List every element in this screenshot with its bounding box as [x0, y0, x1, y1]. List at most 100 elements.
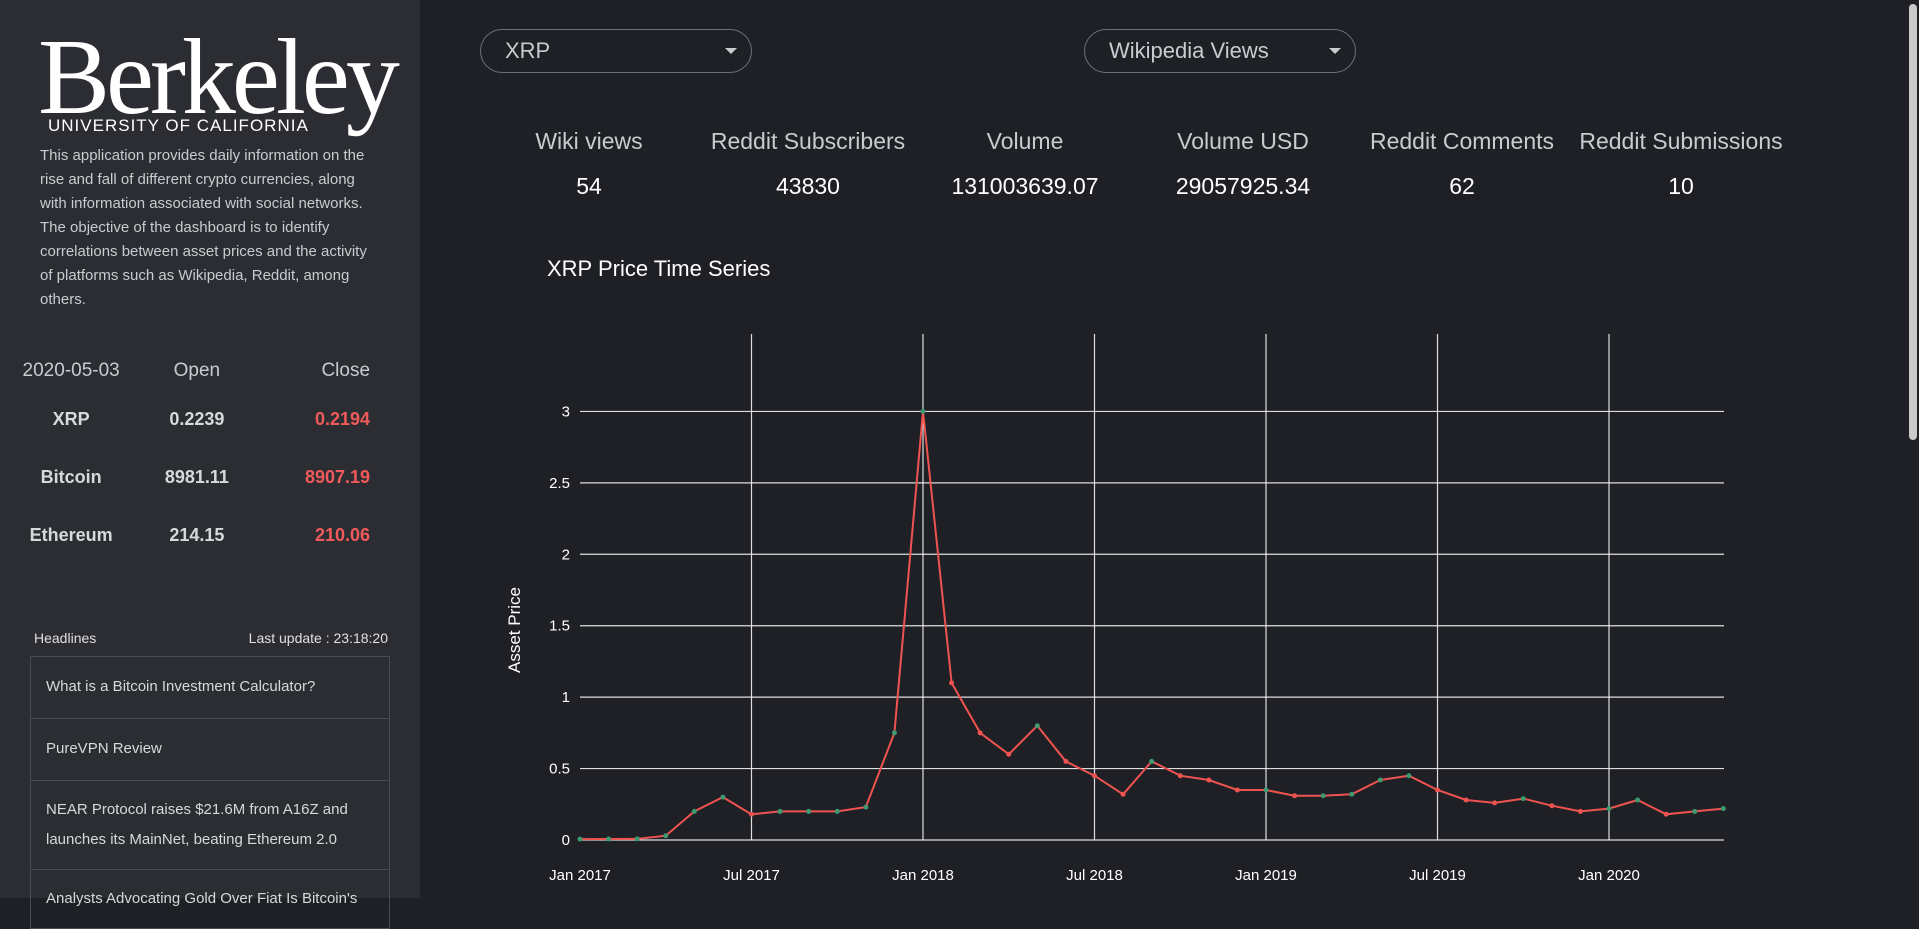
headline-item[interactable]: Analysts Advocating Gold Over Fiat Is Bi…: [31, 870, 389, 929]
price-point: [1206, 777, 1212, 783]
stat-value: 54: [576, 173, 602, 199]
price-point: [1463, 797, 1469, 803]
price-point: [806, 808, 812, 814]
stat-value: 10: [1668, 173, 1694, 199]
stat-value: 62: [1449, 173, 1475, 199]
y-tick-label: 2: [562, 546, 570, 563]
price-point: [977, 730, 983, 736]
y-tick-label: 2.5: [549, 475, 570, 492]
price-table-header: 2020-05-03 Open Close: [0, 360, 400, 390]
x-tick-label: Jan 2020: [1578, 867, 1640, 884]
price-point: [634, 836, 640, 842]
price-point: [720, 794, 726, 800]
price-point: [1377, 777, 1383, 783]
open-value: 8981.11: [164, 466, 229, 487]
price-point: [1635, 797, 1641, 803]
price-point: [891, 730, 897, 736]
price-point: [1120, 791, 1126, 797]
open-header: Open: [173, 360, 221, 381]
chart-title: XRP Price Time Series: [547, 256, 771, 281]
headlines-list: What is a Bitcoin Investment Calculator?…: [30, 656, 390, 929]
headlines-title: Headlines: [34, 630, 97, 646]
price-table: 2020-05-03 Open Close XRP 0.2239 0.2194 …: [0, 360, 400, 564]
price-row-xrp: XRP 0.2239 0.2194: [0, 390, 400, 448]
price-point: [1349, 791, 1355, 797]
price-point: [749, 811, 754, 817]
open-value: 214.15: [169, 524, 225, 545]
price-point: [1063, 758, 1069, 764]
price-point: [1006, 751, 1012, 757]
stat-wiki-views: Wiki views 54: [479, 128, 699, 200]
price-point: [920, 408, 926, 414]
stat-label: Reddit Subscribers: [710, 128, 906, 154]
x-tick-label: Jan 2018: [892, 867, 954, 884]
stat-label: Volume USD: [1177, 128, 1309, 154]
price-point: [1177, 773, 1183, 779]
price-point: [863, 804, 869, 810]
x-tick-label: Jul 2017: [723, 867, 780, 884]
stat-value: 29057925.34: [1175, 173, 1311, 199]
stat-reddit-submissions: Reddit Submissions 10: [1571, 128, 1791, 200]
close-value: 210.06: [314, 524, 371, 545]
berkeley-logo: Berkeley: [38, 18, 400, 137]
price-point: [1520, 796, 1526, 802]
asset-name: Bitcoin: [40, 466, 102, 487]
berkeley-logo-subtitle: UNIVERSITY OF CALIFORNIA: [48, 116, 309, 135]
stat-label: Reddit Comments: [1369, 128, 1555, 154]
metric-dropdown-value: Wikipedia Views: [1109, 38, 1269, 63]
price-point: [1692, 808, 1698, 814]
price-point: [1263, 787, 1269, 793]
price-point: [577, 836, 583, 842]
price-date: 2020-05-03: [22, 360, 120, 381]
price-point: [1234, 787, 1240, 793]
price-point: [1320, 793, 1326, 799]
asset-dropdown[interactable]: XRP: [480, 29, 752, 73]
metric-dropdown[interactable]: Wikipedia Views: [1084, 29, 1356, 73]
stat-volume-usd: Volume USD 29057925.34: [1133, 128, 1353, 200]
y-tick-label: 1.5: [549, 618, 570, 635]
stat-value: 43830: [776, 173, 840, 199]
price-point: [1149, 758, 1155, 764]
scrollbar-thumb[interactable]: [1909, 4, 1917, 440]
price-point: [1720, 806, 1726, 812]
stat-label: Volume: [986, 128, 1064, 154]
close-value: 0.2194: [314, 408, 371, 429]
asset-name: Ethereum: [29, 524, 113, 545]
price-point: [1092, 773, 1097, 779]
price-point: [1492, 800, 1498, 806]
close-header: Close: [321, 360, 371, 381]
x-tick-label: Jan 2019: [1235, 867, 1297, 884]
price-row-bitcoin: Bitcoin 8981.11 8907.19: [0, 448, 400, 506]
price-point: [1577, 808, 1583, 814]
price-point: [606, 836, 612, 842]
price-point: [834, 808, 840, 814]
price-point: [1034, 723, 1040, 729]
stat-label: Reddit Submissions: [1579, 128, 1783, 154]
price-point: [1606, 806, 1612, 812]
price-point: [777, 808, 783, 814]
stat-reddit-subscribers: Reddit Subscribers 43830: [698, 128, 918, 200]
close-value: 8907.19: [304, 466, 371, 487]
price-row-ethereum: Ethereum 214.15 210.06: [0, 506, 400, 564]
price-point: [1663, 811, 1669, 817]
stat-value: 131003639.07: [951, 173, 1099, 199]
price-point: [1292, 793, 1298, 799]
page-scrollbar[interactable]: [1907, 0, 1919, 898]
app-description: This application provides daily informat…: [40, 147, 367, 308]
headline-item[interactable]: NEAR Protocol raises $21.6M from A16Z an…: [31, 781, 389, 870]
price-chart[interactable]: 0 0.5 1 1.5 2 2.5 3 Jan 2017 Jul 2017 Jan 2018 Jul…: [500, 320, 1740, 898]
stat-volume: Volume 131003639.07: [915, 128, 1135, 200]
price-point: [949, 680, 955, 686]
stat-label: Wiki views: [535, 128, 643, 154]
chevron-down-icon: [1329, 48, 1341, 54]
headline-item[interactable]: PureVPN Review: [31, 719, 389, 781]
y-tick-label: 0.5: [549, 761, 570, 778]
headline-item[interactable]: What is a Bitcoin Investment Calculator?: [31, 657, 389, 719]
asset-name: XRP: [52, 408, 90, 429]
x-tick-label: Jul 2019: [1409, 867, 1466, 884]
price-point: [1549, 803, 1555, 809]
last-update: Last update : 23:18:20: [248, 630, 388, 646]
open-value: 0.2239: [169, 408, 225, 429]
price-point: [1406, 773, 1412, 779]
stat-reddit-comments: Reddit Comments 62: [1352, 128, 1572, 200]
